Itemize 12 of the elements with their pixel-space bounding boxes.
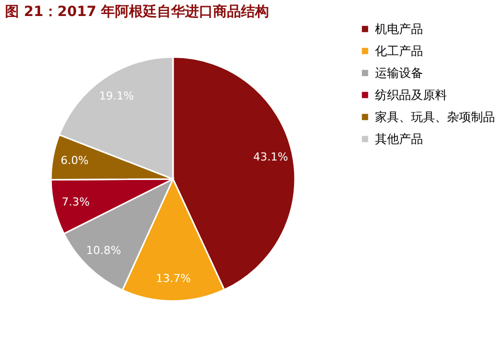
legend-label: 机电产品: [375, 22, 423, 36]
chart-title: 图 21：2017 年阿根廷自华进口商品结构: [5, 3, 270, 20]
data-label: 43.1%: [253, 150, 288, 164]
data-label: 7.3%: [62, 195, 90, 208]
legend-label: 化工产品: [375, 44, 423, 58]
legend-label: 其他产品: [375, 132, 423, 146]
legend-label: 纺织品及原料: [375, 88, 447, 102]
legend-label: 家具、玩具、杂项制品: [375, 110, 495, 124]
data-label: 6.0%: [60, 154, 89, 167]
data-label: 10.8%: [86, 244, 122, 258]
data-label: 13.7%: [156, 272, 191, 285]
legend-label: 运输设备: [375, 66, 423, 80]
